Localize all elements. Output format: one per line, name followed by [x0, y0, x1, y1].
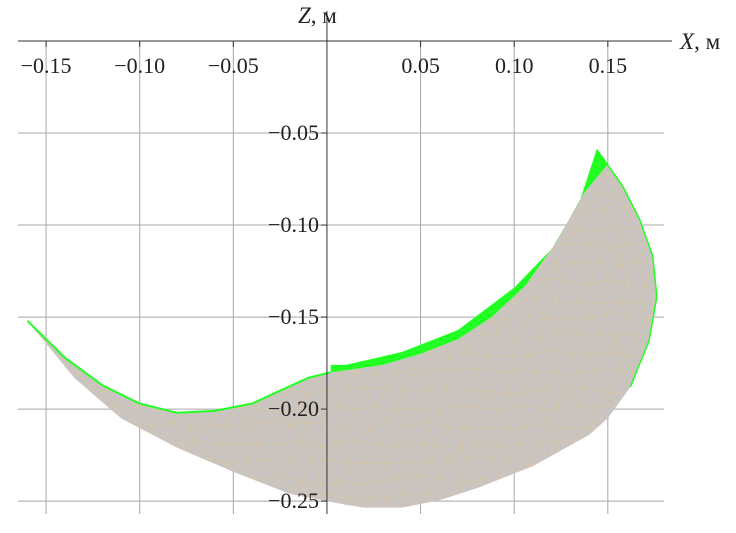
inner-arc-highlight [26, 320, 331, 414]
tick-labels: −0.15 −0.10 −0.05 0.05 0.10 0.15 −0.05 −0.10 −0.… [21, 53, 627, 513]
x-axis-variable: X [679, 29, 695, 54]
x-tick-label: 0.15 [589, 53, 628, 78]
y-tick-label: −0.05 [268, 120, 319, 145]
y-tick-label: −0.20 [268, 396, 319, 421]
plot-areas [26, 149, 658, 508]
y-axis-unit: , м [311, 3, 338, 28]
y-tick-label: −0.15 [268, 304, 319, 329]
x-axis-label: X, м [679, 29, 721, 54]
x-axis-unit: , м [694, 29, 721, 54]
x-tick-label: −0.15 [21, 53, 72, 78]
body-region [27, 149, 657, 508]
axes [18, 11, 672, 514]
x-tick-label: −0.10 [114, 53, 165, 78]
x-tick-label: 0.05 [401, 53, 440, 78]
x-tick-label: −0.05 [208, 53, 259, 78]
contact-band [330, 149, 608, 373]
y-axis-variable: Z [298, 3, 311, 28]
outer-edge-highlight [596, 149, 658, 388]
y-axis-label: Z, м [298, 3, 337, 28]
y-tick-label: −0.25 [268, 488, 319, 513]
y-tick-label: −0.10 [268, 212, 319, 237]
x-tick-label: 0.10 [495, 53, 534, 78]
